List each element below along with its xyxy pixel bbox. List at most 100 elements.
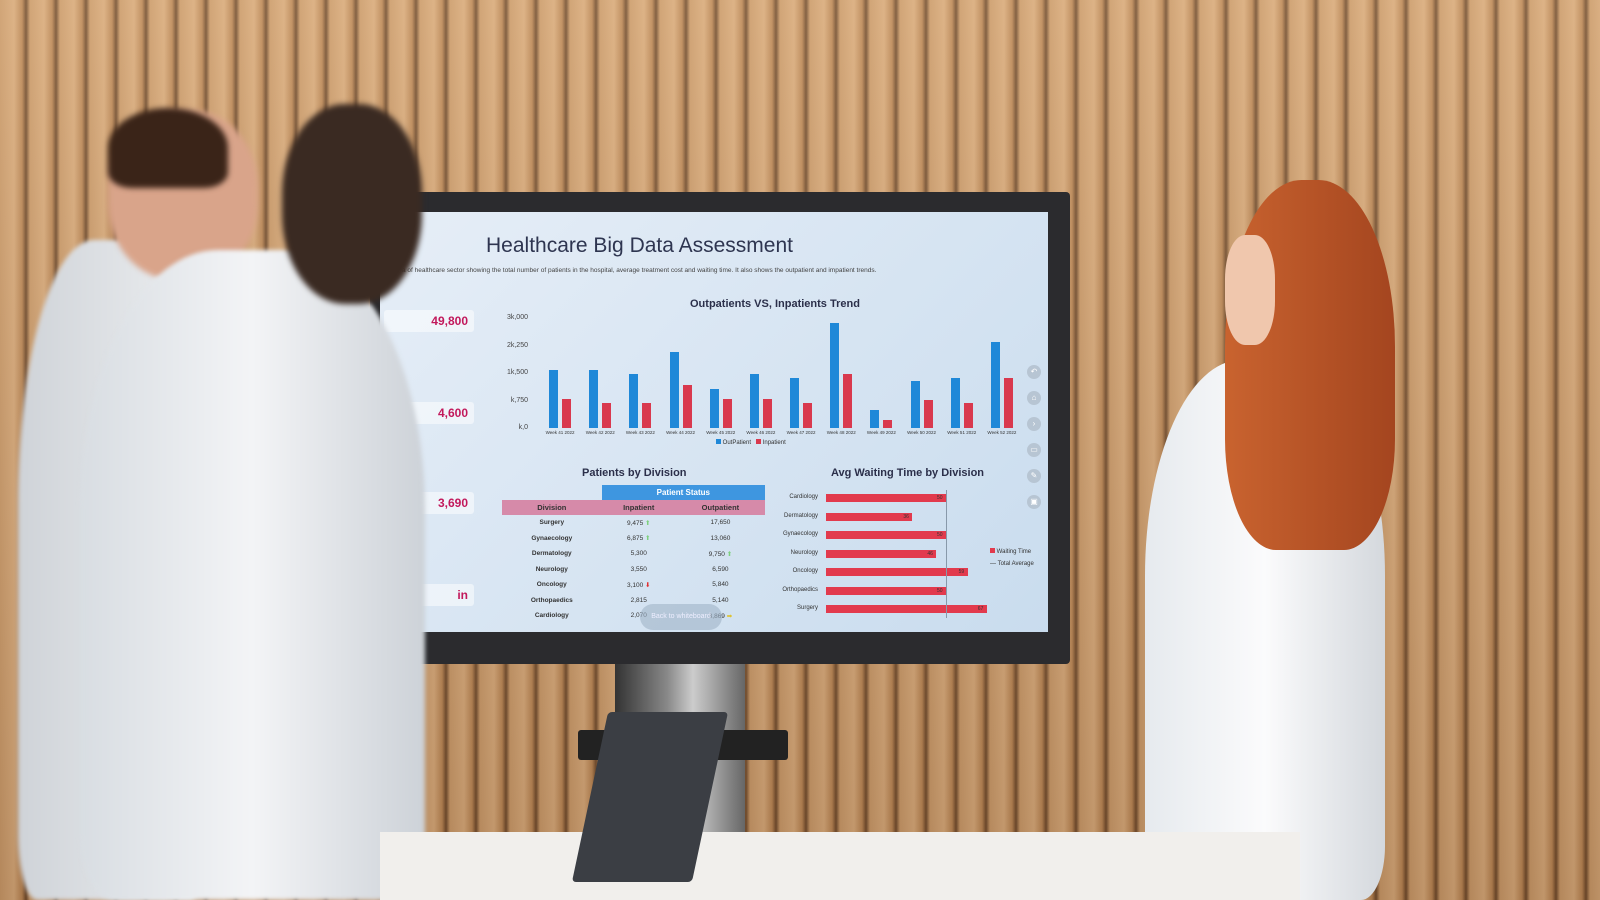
category-label: Dermatology	[783, 512, 818, 519]
trend-right-icon: ➡	[726, 612, 733, 620]
bar-inpatient	[923, 399, 933, 428]
waiting-bar	[826, 605, 987, 613]
bar-outpatient	[549, 369, 559, 428]
bar-outpatient	[910, 381, 920, 428]
bar-inpatient	[1003, 378, 1013, 428]
category-label: Surgery	[796, 605, 818, 611]
side-toolbar: ↶ ⌂ › ▭ ✎ ▣	[1027, 365, 1041, 521]
x-tick-label: Week 46 2022	[746, 430, 776, 435]
bar-outpatient	[749, 374, 759, 428]
bar-value-label: 50	[937, 532, 943, 538]
legend-label: Inpatient	[762, 440, 786, 446]
x-tick-label: Week 41 2022	[545, 430, 575, 435]
table-row: Oncology 3,100 ⬇ 5,840	[502, 577, 765, 593]
category-label: Cardiology	[789, 494, 818, 500]
doctor-center-coat	[80, 250, 425, 900]
inpatient-value: 5,300	[630, 550, 647, 558]
bar-outpatient	[830, 323, 840, 428]
trend-up-icon: ⬆	[645, 535, 651, 543]
legend-swatch-outpatient	[716, 439, 721, 444]
division-cell: Dermatology	[531, 550, 572, 558]
bar-value-label: 50	[937, 587, 943, 594]
bar-value-label: 67	[977, 606, 984, 612]
inpatient-value: 3,100	[626, 581, 644, 589]
inpatient-value: 9,475	[626, 519, 644, 527]
inpatient-cell: 3,550	[602, 562, 676, 578]
inpatient-value: 6,875	[626, 535, 644, 543]
bar-inpatient	[843, 374, 853, 428]
bar-inpatient	[963, 403, 973, 428]
inpatient-cell: 3,100 ⬇	[602, 577, 676, 593]
bar-outpatient	[950, 378, 960, 428]
group-header: Patient Status	[601, 485, 765, 500]
bar-outpatient	[669, 351, 679, 428]
legend-label: OutPatient	[722, 440, 752, 446]
x-tick-label: Week 44 2022	[666, 430, 696, 435]
bar-outpatient	[790, 377, 800, 428]
x-tick-label: Week 45 2022	[706, 430, 736, 435]
waiting-bar	[826, 586, 946, 595]
inpatient-cell: 5,300	[602, 546, 676, 562]
division-cell: Surgery	[539, 519, 565, 527]
x-tick-label: Week 48 2022	[826, 430, 856, 435]
pen-icon[interactable]: ✎	[1027, 469, 1041, 483]
x-tick-label: Week 43 2022	[625, 430, 655, 435]
bar-inpatient	[602, 403, 612, 428]
bar-inpatient	[722, 399, 732, 428]
legend-label: Waiting Time	[996, 549, 1032, 555]
table-row: Dermatology 5,300 9,750 ⬆	[502, 546, 765, 562]
dashboard-subtitle: a of healthcare sector showing the total…	[402, 267, 877, 274]
outpatient-value: 5,140	[712, 596, 729, 604]
bar-value-label: 59	[958, 569, 965, 575]
save-icon[interactable]: ▣	[1027, 495, 1041, 509]
division-table-title: Patients by Division	[582, 467, 687, 479]
outpatient-cell: 5,840	[676, 577, 765, 593]
inpatient-value: 2,070	[630, 612, 647, 620]
outpatient-value: 13,060	[710, 534, 731, 542]
division-table: Patient Status Division Inpatient Outpatie…	[502, 485, 765, 624]
bar-inpatient	[682, 384, 692, 428]
back-to-whiteboard-button[interactable]: Back to whiteboard	[640, 604, 722, 630]
doctor-center-head	[282, 104, 422, 304]
x-tick-label: Week 52 2022	[987, 430, 1017, 435]
bar-value-label: 50	[937, 495, 943, 501]
trend-up-icon: ⬆	[726, 550, 733, 558]
inpatient-cell: 9,475 ⬆	[602, 515, 676, 531]
home-icon[interactable]: ⌂	[1027, 391, 1041, 405]
window-icon[interactable]: ▭	[1027, 443, 1041, 457]
bar-value-label: 46	[927, 550, 933, 557]
outpatient-value: 6,590	[712, 565, 729, 573]
kpi-value: 49,800	[384, 310, 474, 332]
outpatient-value: 5,840	[712, 581, 729, 589]
x-tick-label: Week 49 2022	[866, 430, 896, 435]
trend-legend: OutPatient Inpatient	[716, 439, 786, 446]
back-icon[interactable]: ↶	[1027, 365, 1041, 379]
division-cell: Oncology	[536, 581, 567, 589]
table-row: Gynaecology 6,875 ⬆ 13,060	[502, 531, 765, 547]
x-tick-label: Week 47 2022	[786, 430, 816, 435]
category-label: Oncology	[792, 568, 818, 574]
outpatient-cell: 13,060	[676, 531, 765, 547]
outpatient-cell: 5,140	[676, 593, 765, 609]
inpatient-cell: 6,875 ⬆	[602, 531, 676, 547]
inpatient-value: 3,550	[630, 565, 647, 573]
forward-icon[interactable]: ›	[1027, 417, 1041, 431]
col-header: Division	[502, 500, 602, 515]
waiting-bar	[826, 568, 968, 576]
bar-inpatient	[803, 403, 813, 428]
legend-label: Total Average	[997, 561, 1034, 567]
col-header: Inpatient	[601, 500, 676, 515]
table-row: Orthopaedics 2,815 5,140	[502, 593, 765, 609]
x-tick-label: Week 50 2022	[907, 430, 937, 435]
category-label: Gynaecology	[782, 531, 818, 537]
bar-outpatient	[870, 410, 880, 428]
bar-value-label: 36	[903, 513, 909, 520]
inpatient-cell: 2,815	[602, 593, 676, 609]
total-average-line	[946, 490, 947, 618]
trend-up-icon: ⬆	[645, 519, 651, 527]
legend-swatch	[990, 548, 995, 553]
division-cell: Gynaecology	[531, 534, 573, 542]
waiting-legend: Waiting Time — Total Average	[990, 548, 1034, 567]
bar-inpatient	[642, 403, 652, 428]
waiting-chart-title: Avg Waiting Time by Division	[831, 467, 985, 479]
